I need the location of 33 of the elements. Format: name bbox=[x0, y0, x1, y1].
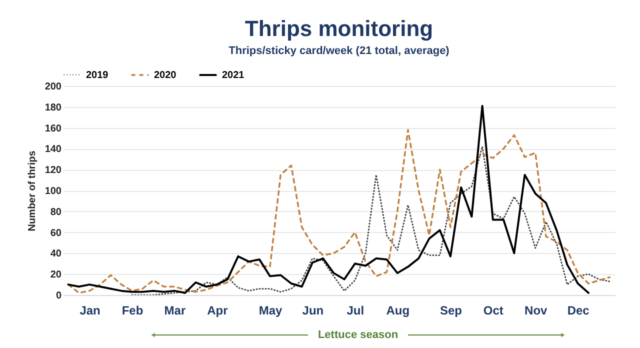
line-series bbox=[131, 146, 610, 295]
text: Lettuce season bbox=[318, 329, 398, 341]
y-tick-label: 120 bbox=[44, 165, 62, 176]
legend-label: 2019 bbox=[86, 70, 109, 81]
y-tick-label: 200 bbox=[44, 82, 62, 92]
x-tick-label: Jan bbox=[80, 304, 100, 318]
x-tick-label: Jun bbox=[302, 304, 324, 318]
legend-label: 2020 bbox=[154, 70, 177, 81]
x-tick-label: May bbox=[258, 304, 282, 318]
x-tick-label: Nov bbox=[524, 304, 548, 318]
x-tick-label: Aug bbox=[386, 304, 410, 318]
y-tick-label: 140 bbox=[44, 144, 62, 156]
x-tick-label: Apr bbox=[207, 304, 228, 318]
y-tick-label: 40 bbox=[50, 248, 62, 260]
y-tick-label: 20 bbox=[50, 270, 62, 281]
y-tick-label: 160 bbox=[44, 123, 62, 134]
x-tick-label: Dec bbox=[567, 304, 590, 318]
x-tick-label: Feb bbox=[122, 304, 144, 318]
chart-title: Thrips monitoring bbox=[244, 16, 434, 41]
y-tick-label: 0 bbox=[56, 290, 62, 302]
x-tick-label: Sep bbox=[440, 304, 462, 318]
x-tick-label: Oct bbox=[483, 304, 504, 318]
y-tick-label: 80 bbox=[50, 206, 62, 218]
y-axis-title: Number of thrips bbox=[26, 150, 38, 232]
y-tick-label: 60 bbox=[50, 228, 62, 239]
line-series bbox=[67, 104, 590, 294]
legend-label: 2021 bbox=[222, 70, 245, 81]
chart-subtitle: Thrips/sticky card/week (21 total, average) bbox=[228, 45, 450, 57]
x-tick-label: Jul bbox=[346, 304, 364, 318]
line-series bbox=[67, 129, 611, 294]
x-tick-label: Mar bbox=[164, 304, 186, 318]
y-tick-label: 180 bbox=[44, 102, 62, 114]
y-tick-label: 100 bbox=[44, 186, 62, 197]
